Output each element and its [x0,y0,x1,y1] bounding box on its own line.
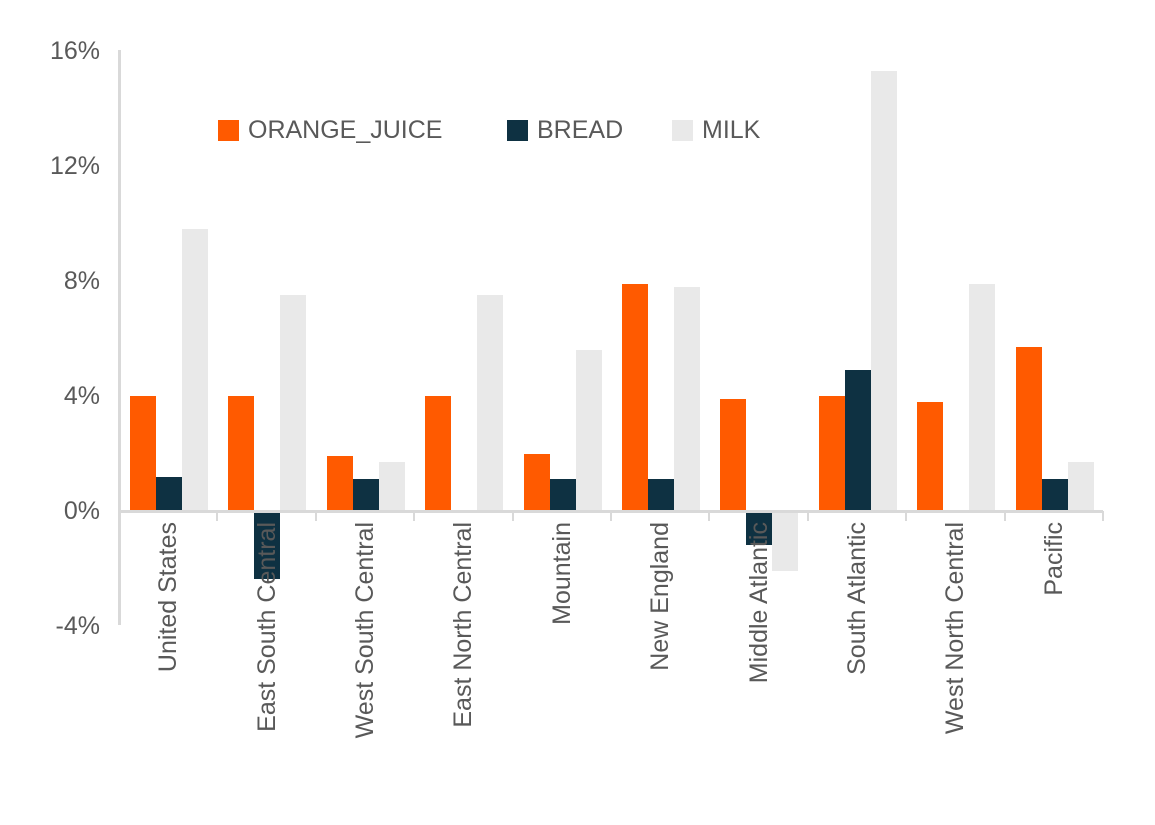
x-axis-tick [708,511,711,521]
legend-label-bread: BREAD [537,115,624,144]
bar-milk-8 [969,283,996,511]
y-axis-label: 8% [63,267,100,295]
x-axis-label: New England [646,522,675,671]
x-axis-line [119,510,1103,513]
bar-orange_juice-8 [917,401,944,511]
bar-milk-5 [674,286,700,511]
x-axis-label: East North Central [449,522,478,728]
x-axis-label: South Atlantic [843,522,871,675]
bar-bread-4 [549,479,576,511]
x-axis-tick [905,511,908,521]
bar-orange_juice-7 [818,396,845,511]
bar-bread-0 [156,476,182,511]
x-axis-tick [216,511,219,521]
y-axis-label: 12% [49,152,100,180]
bar-milk-1 [280,295,307,511]
x-axis-tick [118,511,120,521]
legend-label-milk: MILK [702,115,761,144]
x-axis-tick [1003,511,1006,521]
chart-legend: ORANGE_JUICE BREAD MILK [0,116,1155,146]
legend-item-orange-juice: ORANGE_JUICE [218,116,442,144]
bar-orange_juice-6 [720,398,747,511]
bar-milk-3 [477,295,504,511]
bar-bread-5 [648,479,674,511]
bar-milk-0 [182,229,208,511]
y-axis-label: 0% [63,497,100,525]
bar-bread-2 [352,479,379,511]
x-axis-tick [413,511,416,521]
x-axis-label: West South Central [351,522,379,739]
x-axis-label: Mountain [547,522,576,625]
bar-milk-4 [575,350,602,511]
legend-item-milk: MILK [672,116,760,144]
bar-bread-6 [746,513,773,545]
x-axis-label: West North Central [941,522,970,735]
bar-milk-9 [1067,462,1094,511]
bar-milk-7 [870,71,897,511]
bar-orange_juice-0 [130,396,156,511]
legend-label-orange-juice: ORANGE_JUICE [248,115,443,144]
x-axis-tick [1102,511,1104,521]
bar-orange_juice-5 [622,283,648,511]
bar-milk-6 [772,513,799,571]
bread-swatch-icon [507,119,528,141]
x-axis-label: Middle Atlantic [744,522,773,684]
x-axis-label: Pacific [1039,522,1068,596]
bar-bread-9 [1041,479,1068,511]
bar-orange_juice-2 [326,456,353,511]
y-axis-label: 16% [49,37,100,65]
bar-orange_juice-9 [1015,347,1042,511]
y-axis-label: 4% [63,382,100,410]
x-axis-label: United States [154,522,183,673]
y-axis-line [118,50,121,625]
orange-juice-swatch-icon [218,119,239,141]
legend-item-bread: BREAD [507,116,623,144]
x-axis-tick [806,511,809,521]
x-axis-tick [610,511,612,521]
x-axis-label: East South Central [252,522,281,732]
milk-swatch-icon [672,119,693,141]
bar-orange_juice-4 [523,453,550,511]
x-axis-tick [314,511,317,521]
bar-orange_juice-3 [425,396,452,511]
bar-milk-2 [378,462,405,511]
bar-bread-7 [844,370,871,511]
y-axis-label: -4% [55,612,100,640]
x-axis-tick [511,511,514,521]
bar-orange_juice-1 [228,396,255,511]
bar-bread-1 [254,513,281,580]
